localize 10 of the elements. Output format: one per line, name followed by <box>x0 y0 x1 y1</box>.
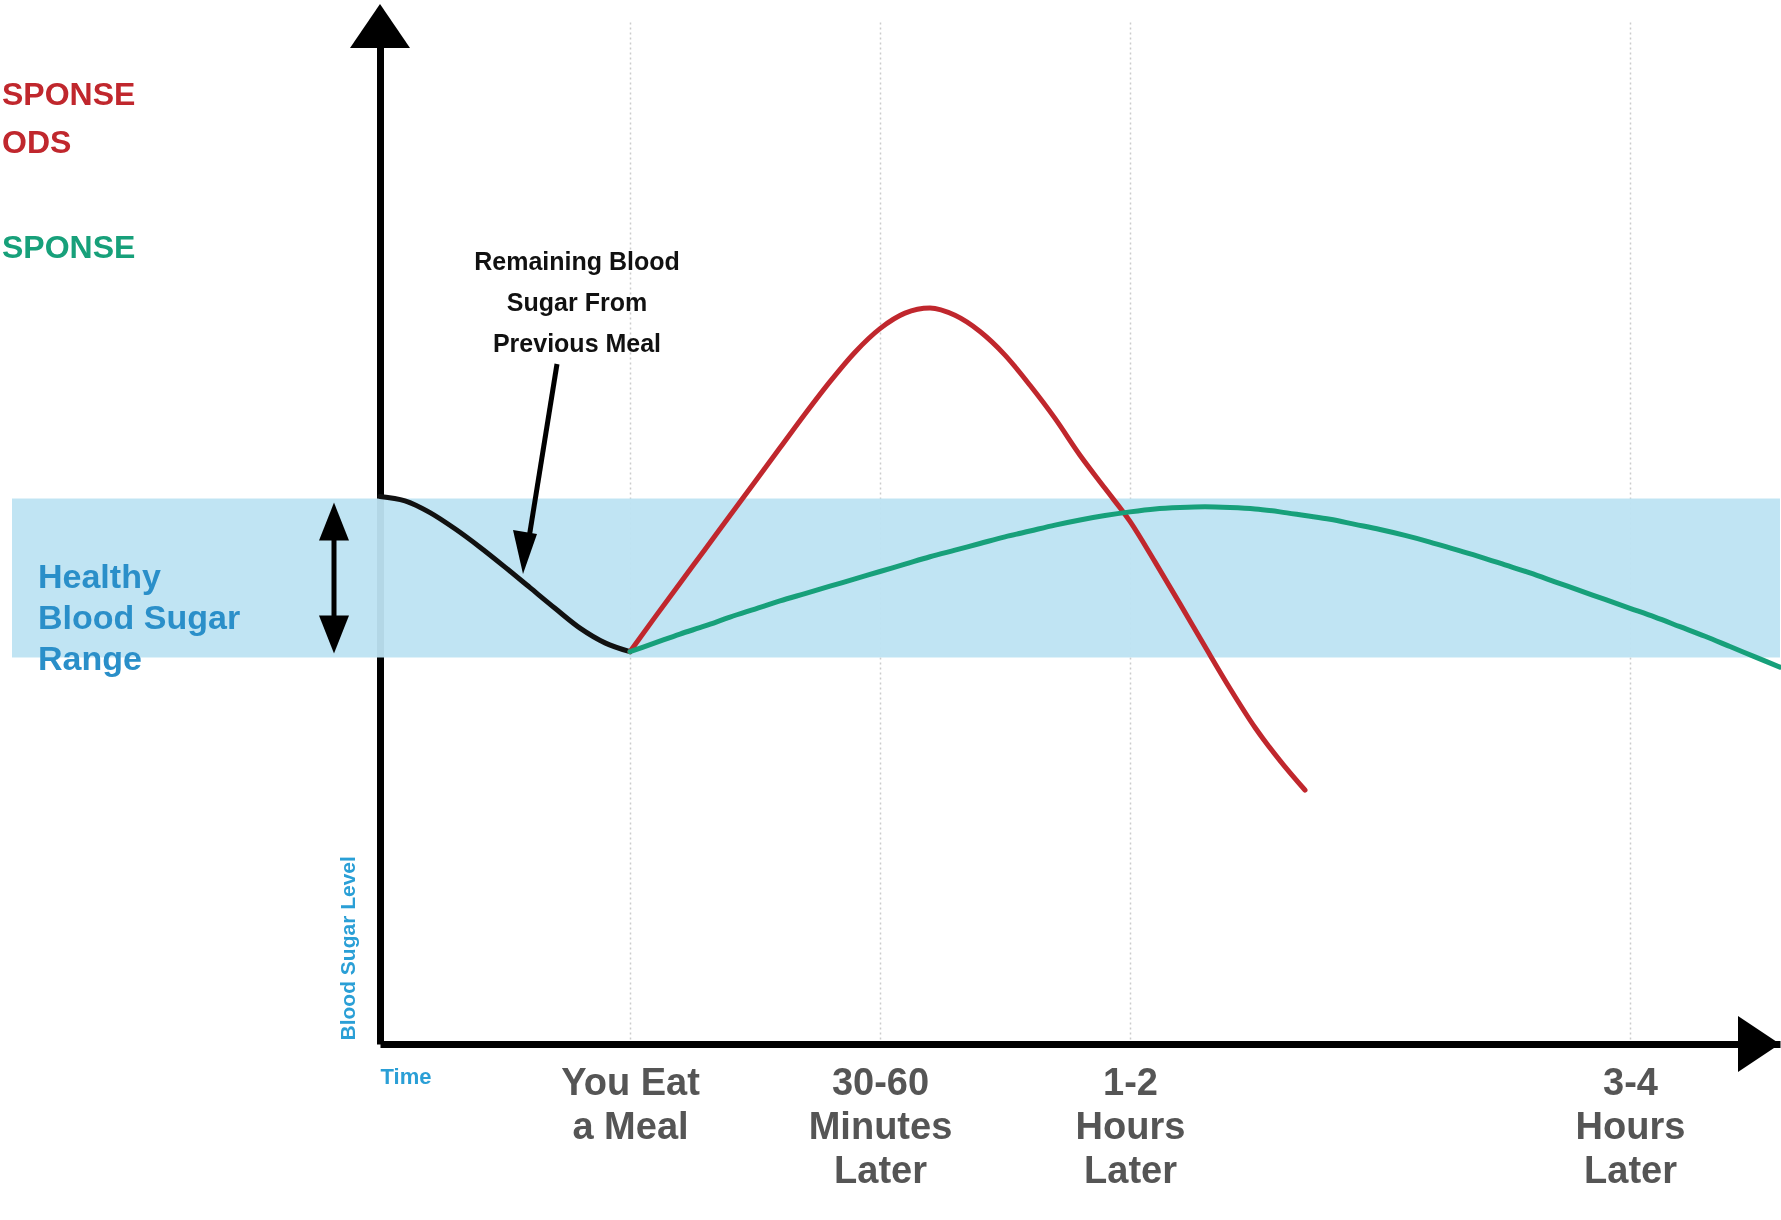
x-axis-title: Time <box>380 1063 432 1089</box>
band-label: Healthy Blood Sugar Range <box>38 557 241 678</box>
text: SPONSE ODS <box>2 76 136 160</box>
text: SPONSE <box>2 229 136 265</box>
x-tick-label: 3-4 Hours Later <box>1575 1060 1686 1191</box>
x-tick-label: 1-2 Hours Later <box>1075 1060 1186 1191</box>
x-tick-label: 30-60 Minutes Later <box>808 1060 953 1191</box>
y-axis-title: Blood Sugar Level <box>335 856 359 1041</box>
x-tick-label: You Eat a Meal <box>561 1060 701 1147</box>
annotation: Remaining Blood Sugar From Previous Meal <box>474 247 680 357</box>
